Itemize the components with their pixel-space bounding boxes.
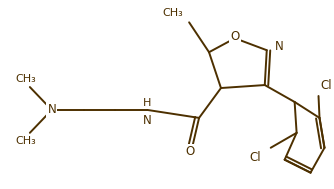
Text: O: O: [230, 30, 239, 43]
Text: CH₃: CH₃: [162, 8, 183, 18]
Text: N: N: [47, 103, 56, 116]
Text: N: N: [143, 114, 152, 127]
Text: N: N: [275, 40, 284, 53]
Text: H: H: [143, 98, 152, 108]
Text: O: O: [185, 145, 195, 158]
Text: CH₃: CH₃: [15, 74, 36, 84]
Text: Cl: Cl: [249, 151, 261, 164]
Text: Cl: Cl: [321, 79, 332, 92]
Text: CH₃: CH₃: [15, 136, 36, 146]
